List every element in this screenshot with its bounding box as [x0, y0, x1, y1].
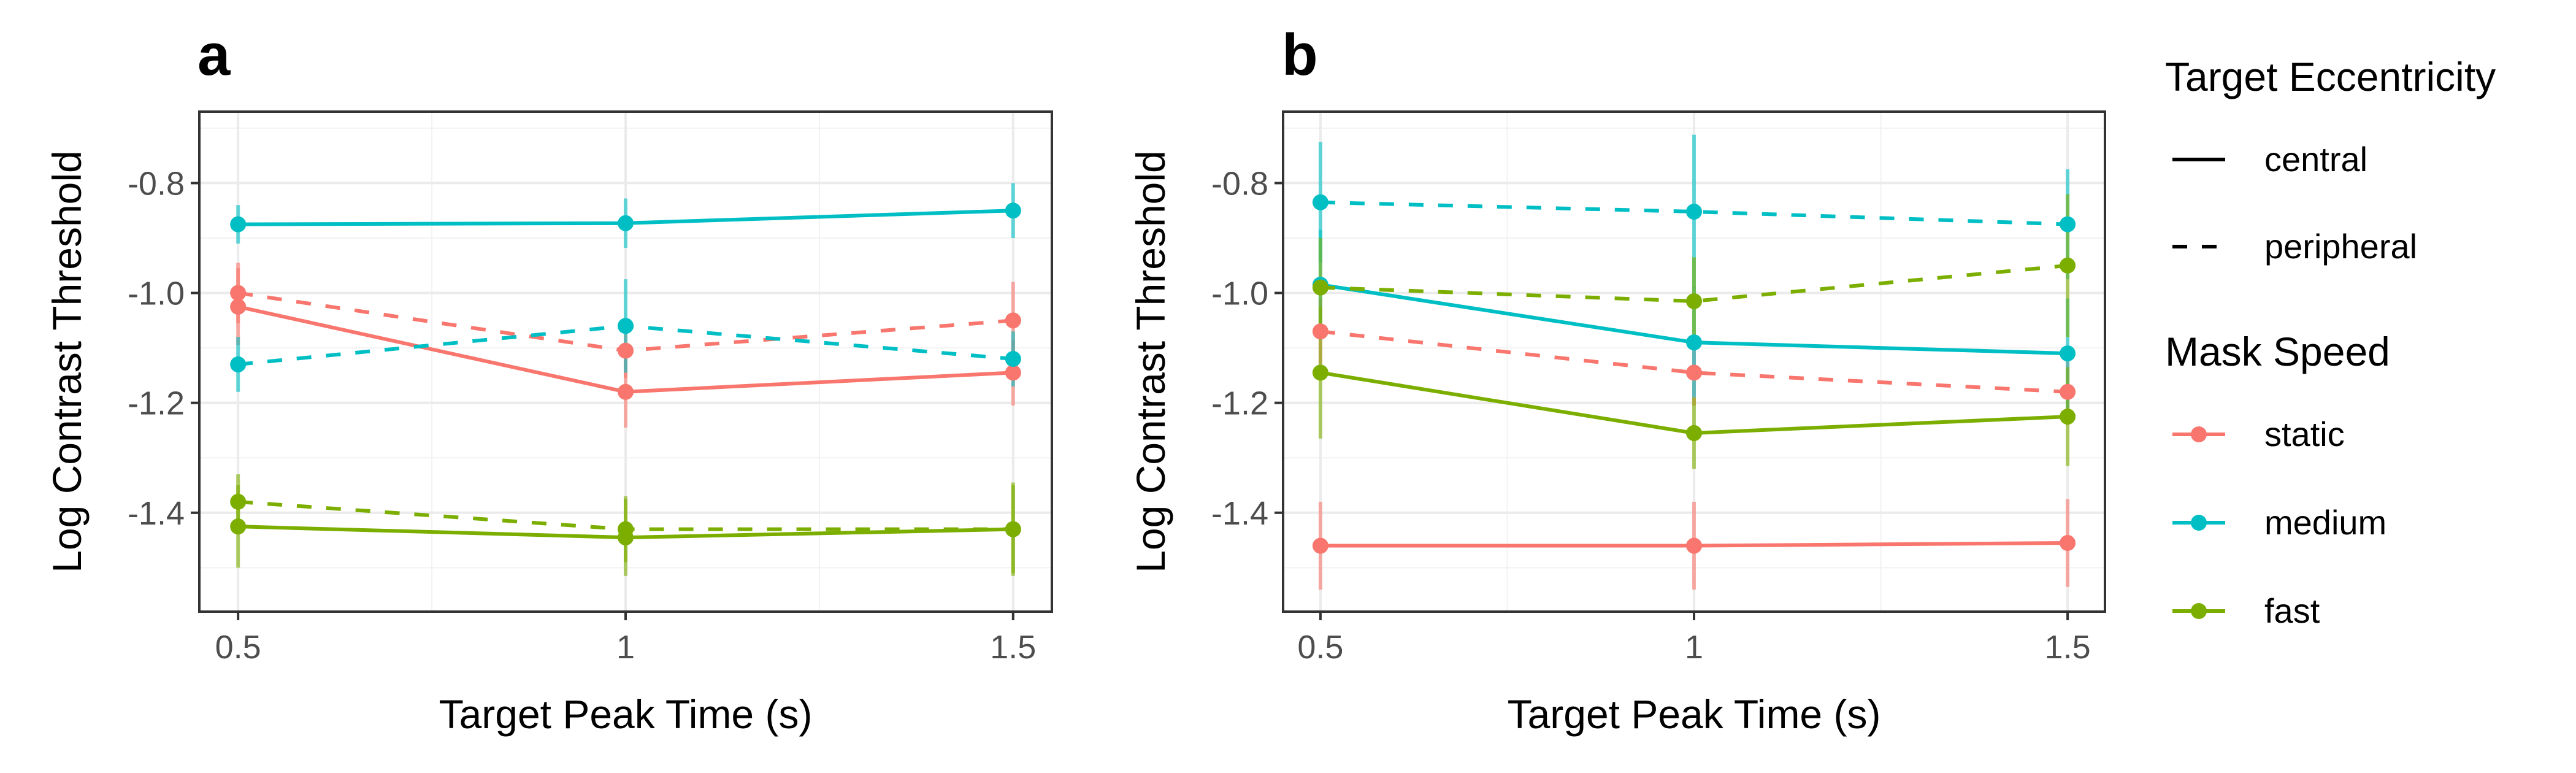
- point-medium-peripheral: [1686, 204, 1702, 220]
- y-tick-label: -1.2: [1211, 385, 1268, 422]
- x-axis-title-a: Target Peak Time (s): [439, 691, 813, 737]
- point-fast-central: [2060, 409, 2076, 425]
- point-fast-central: [1686, 425, 1702, 441]
- x-tick-label: 1.5: [990, 629, 1036, 666]
- legend-item-peripheral: peripheral: [2172, 227, 2417, 266]
- legend-key-static-dot: [2191, 426, 2207, 442]
- y-tick-label: -1.4: [1211, 495, 1268, 532]
- point-fast-peripheral: [230, 493, 247, 510]
- y-tick-label: -1.0: [128, 275, 185, 312]
- y-axis-title-b: Log Contrast Threshold: [1128, 150, 1173, 573]
- legend-label-central: central: [2264, 140, 2367, 179]
- panel-letter-a: a: [197, 22, 231, 88]
- point-medium-central: [1005, 202, 1021, 219]
- x-tick-label: 1: [1685, 629, 1703, 666]
- point-static-peripheral: [2060, 383, 2076, 400]
- point-static-central: [1686, 537, 1702, 554]
- ticks-b: -1.4 -1.2 -1.0 -0.8 0.5 1 1.5: [1211, 165, 2091, 666]
- legend: Target Eccentricity central peripheral M…: [2165, 54, 2496, 630]
- point-static-peripheral: [1312, 323, 1328, 340]
- legend-label-static: static: [2264, 415, 2345, 453]
- point-medium-central: [2060, 345, 2076, 362]
- point-static-central: [2060, 535, 2076, 552]
- legend-item-fast: fast: [2172, 591, 2320, 630]
- series-line-medium-peripheral: [1320, 200, 2068, 226]
- legend-label-medium: medium: [2264, 503, 2386, 542]
- series-layer-a: [230, 183, 1021, 576]
- panel-b: b -1.4 -1.2 -1.0 -0.8 0.5 1 1.5 Target Peak Ti…: [1128, 22, 2106, 737]
- point-medium-central: [230, 216, 247, 233]
- x-tick-label: 1.5: [2045, 629, 2091, 666]
- point-fast-peripheral: [618, 521, 634, 537]
- point-medium-central: [1686, 334, 1702, 351]
- legend-label-fast: fast: [2264, 591, 2320, 630]
- point-static-peripheral: [1686, 364, 1702, 381]
- point-static-central: [230, 298, 247, 315]
- legend-key-fast-dot: [2191, 603, 2207, 619]
- legend-item-central: central: [2172, 140, 2367, 179]
- point-static-peripheral: [1005, 312, 1021, 329]
- point-medium-peripheral: [1005, 351, 1021, 367]
- legend-item-medium: medium: [2172, 503, 2386, 542]
- point-medium-central: [618, 215, 634, 231]
- point-fast-peripheral: [1312, 279, 1328, 296]
- legend-label-peripheral: peripheral: [2264, 227, 2417, 266]
- point-medium-peripheral: [2060, 216, 2076, 233]
- point-medium-peripheral: [1312, 194, 1328, 210]
- point-static-central: [618, 383, 634, 400]
- y-tick-label: -1.4: [128, 495, 185, 532]
- point-fast-central: [1312, 364, 1328, 381]
- point-fast-peripheral: [1686, 293, 1702, 309]
- x-tick-label: 0.5: [1297, 629, 1343, 666]
- point-static-peripheral: [618, 342, 634, 359]
- point-static-peripheral: [230, 285, 247, 301]
- y-tick-label: -1.2: [128, 385, 185, 422]
- legend-title-eccentricity: Target Eccentricity: [2165, 54, 2496, 99]
- panel-letter-b: b: [1282, 22, 1318, 88]
- y-tick-label: -1.0: [1211, 275, 1268, 312]
- y-tick-label: -0.8: [128, 165, 185, 202]
- point-static-central: [1312, 537, 1328, 554]
- series-line-static-peripheral: [1320, 329, 2068, 394]
- y-axis-title-a: Log Contrast Threshold: [44, 150, 90, 573]
- point-static-central: [1005, 364, 1021, 381]
- x-axis-title-b: Target Peak Time (s): [1508, 691, 1881, 737]
- legend-title-speed: Mask Speed: [2165, 329, 2390, 374]
- panel-a: a -1.4 -1.2 -1.0 -0.8 0.5 1 1.5 Target Peak Ti…: [44, 22, 1053, 737]
- ticks-a: -1.4 -1.2 -1.0 -0.8 0.5 1 1.5: [128, 165, 1036, 666]
- point-medium-peripheral: [618, 318, 634, 334]
- legend-key-medium-dot: [2191, 515, 2207, 531]
- y-tick-label: -0.8: [1211, 165, 1268, 202]
- point-fast-peripheral: [1005, 521, 1021, 537]
- legend-item-static: static: [2172, 415, 2345, 453]
- x-tick-label: 0.5: [215, 629, 261, 666]
- x-tick-label: 1: [616, 629, 635, 666]
- series-layer-b: [1312, 134, 2076, 590]
- series-line-fast-peripheral: [1320, 263, 2068, 303]
- point-fast-peripheral: [2060, 257, 2076, 274]
- point-medium-peripheral: [230, 356, 247, 372]
- point-fast-central: [230, 518, 247, 535]
